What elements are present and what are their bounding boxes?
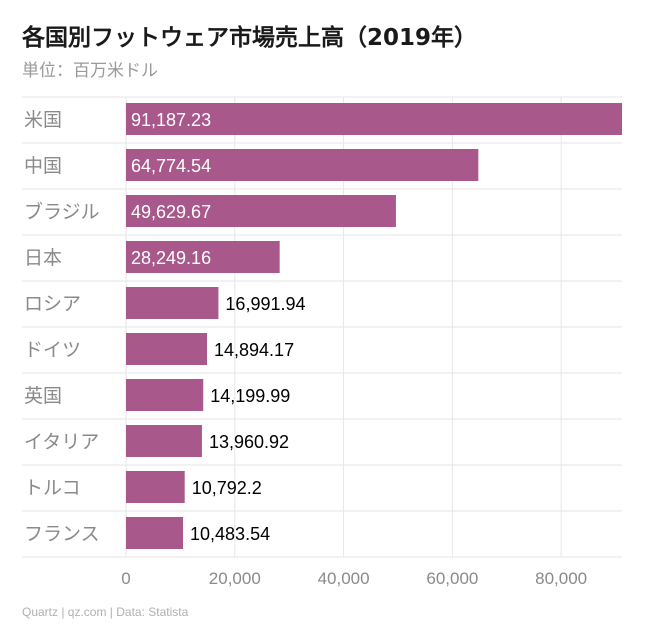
bar [126, 149, 479, 181]
value-label: 10,483.54 [190, 524, 270, 544]
x-tick-label: 0 [121, 569, 130, 588]
value-label: 28,249.16 [131, 248, 211, 268]
bar [126, 103, 622, 135]
source-footer: Quartz | qz.com | Data: Statista [22, 605, 189, 619]
category-label: 英国 [24, 385, 62, 407]
chart-subtitle: 単位：百万米ドル [22, 61, 158, 81]
x-tick-label: 80,000 [535, 569, 587, 588]
category-label: ロシア [24, 293, 81, 315]
x-tick-label: 40,000 [318, 569, 370, 588]
bar [126, 517, 184, 549]
category-label: 日本 [24, 247, 62, 269]
category-label: フランス [24, 523, 100, 545]
bar [126, 241, 280, 273]
bar [126, 333, 208, 365]
category-label: イタリア [24, 431, 99, 453]
value-label: 91,187.23 [131, 110, 211, 130]
value-label: 14,894.17 [214, 340, 294, 360]
category-label: ドイツ [24, 339, 81, 361]
value-label: 64,774.54 [131, 156, 211, 176]
chart-title: 各国別フットウェア市場売上高（2019年） [22, 25, 478, 51]
bar [126, 379, 204, 411]
bar [126, 287, 219, 319]
value-label: 16,991.94 [225, 294, 305, 314]
category-label: ブラジル [24, 200, 100, 223]
value-label: 10,792.2 [192, 478, 262, 498]
bar [126, 425, 202, 457]
value-label: 49,629.67 [131, 202, 211, 222]
bar [126, 195, 396, 227]
value-label: 14,199.99 [210, 386, 290, 406]
category-label: 中国 [24, 155, 62, 177]
value-label: 13,960.92 [209, 432, 289, 452]
category-label: 米国 [24, 109, 62, 131]
bar [126, 471, 185, 503]
category-label: トルコ [24, 477, 81, 499]
x-tick-label: 20,000 [209, 569, 261, 588]
x-tick-label: 60,000 [426, 569, 478, 588]
